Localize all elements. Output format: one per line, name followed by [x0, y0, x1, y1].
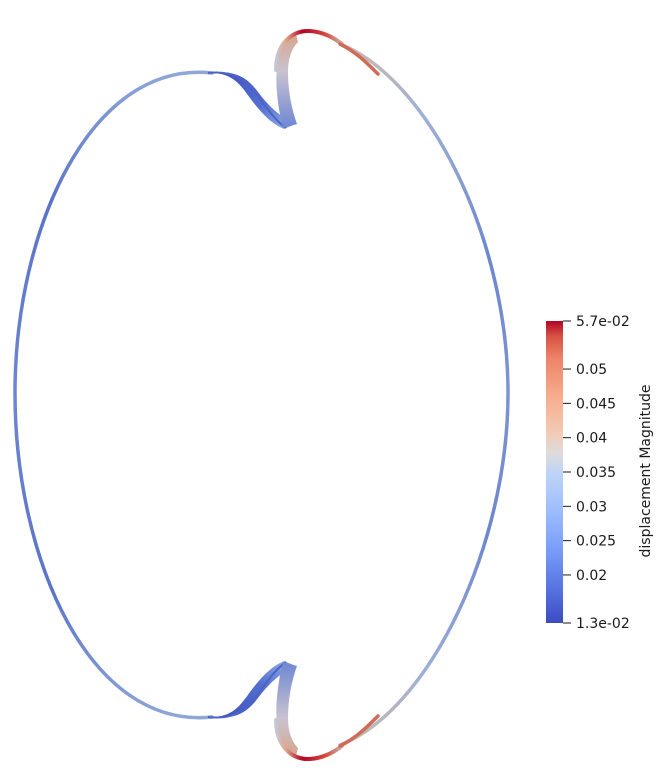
- colorbar-max-label: 5.7e-02: [576, 314, 630, 330]
- colorbar-tick-label: 0.04: [576, 431, 607, 447]
- shell-bottom-fold-edge: [207, 661, 287, 719]
- colorbar-title: displacement Magnitude: [638, 385, 654, 558]
- shell-bottom-crest: [274, 718, 344, 762]
- shell-top-fold-edge: [207, 71, 287, 129]
- shell-bottom-fold: [208, 661, 296, 718]
- shell-top-fold: [208, 72, 296, 129]
- shell-top-crest: [274, 28, 344, 72]
- shell-bottom-inner-band: [276, 662, 298, 756]
- colorbar-min-label: 1.3e-02: [576, 616, 630, 632]
- colorbar-tick-label: 0.03: [576, 499, 607, 515]
- colorbar-gradient: [546, 321, 563, 623]
- shell-left-arc: [13, 70, 214, 720]
- shell-top-crest-right: [338, 42, 380, 76]
- deformed-shell: [13, 28, 510, 762]
- colorbar-tick-label: 0.02: [576, 568, 607, 584]
- colorbar-tick-label: 0.035: [576, 465, 616, 481]
- colorbar-tick-label: 0.025: [576, 534, 616, 550]
- shell-right-arc: [338, 42, 510, 747]
- colorbar-tick-label: 0.05: [576, 362, 607, 378]
- colorbar-tick-label: 0.045: [576, 396, 616, 412]
- shell-bottom-crest-right: [338, 714, 380, 748]
- shell-top-inner-band: [276, 34, 298, 128]
- colorbar-ticks: 0.05 0.045 0.04 0.035 0.03 0.025 0.02: [563, 320, 616, 624]
